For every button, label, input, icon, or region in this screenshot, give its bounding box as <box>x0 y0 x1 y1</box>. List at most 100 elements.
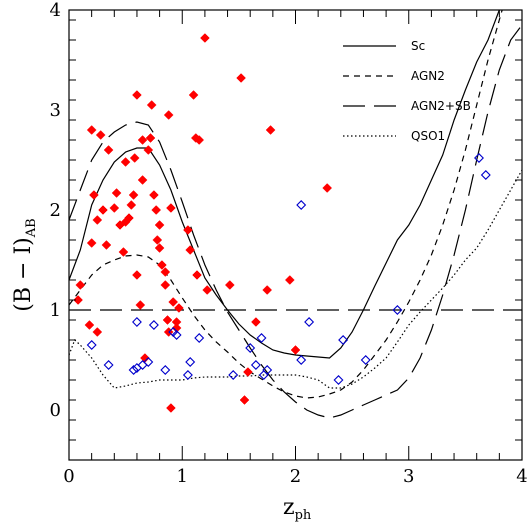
red-data-point <box>284 275 295 285</box>
blue-data-point <box>360 355 371 365</box>
series-line-agn2-sb <box>69 24 522 419</box>
blue-data-point <box>262 365 273 375</box>
red-data-point <box>239 395 250 405</box>
blue-data-point <box>86 340 97 350</box>
red-data-point <box>160 280 171 290</box>
red-data-point <box>137 175 148 185</box>
red-data-point <box>154 243 165 253</box>
red-data-point <box>160 267 171 277</box>
blue-data-point <box>256 333 267 343</box>
red-data-point <box>174 303 184 313</box>
red-data-point <box>86 238 97 248</box>
red-data-point <box>111 188 122 198</box>
red-data-point <box>154 220 165 230</box>
red-data-point <box>152 235 163 245</box>
red-data-point <box>188 90 199 100</box>
red-data-point <box>163 110 174 120</box>
red-data-point <box>135 300 146 310</box>
red-data-point <box>146 100 157 110</box>
y-tick-label: 0 <box>50 400 61 421</box>
red-data-point <box>75 280 86 290</box>
blue-data-point <box>228 370 239 380</box>
red-data-point <box>132 90 142 100</box>
red-data-point <box>132 270 142 280</box>
model-curves-layer <box>69 10 522 419</box>
red-data-point <box>151 205 162 215</box>
red-data-point <box>194 135 205 145</box>
red-data-point <box>126 200 137 210</box>
red-data-point <box>118 247 129 257</box>
blue-data-point <box>132 317 142 327</box>
red-data-point <box>145 133 156 143</box>
blue-data-point <box>333 375 344 385</box>
legend: Sc AGN2 AGN2+SB QSO1 <box>343 39 471 143</box>
plot-frame <box>68 9 523 461</box>
red-data-point <box>120 157 131 167</box>
x-tick-label: 4 <box>516 466 527 487</box>
red-data-point <box>166 203 176 213</box>
legend-label-qso1: QSO1 <box>411 129 445 143</box>
blue-data-point <box>128 365 139 375</box>
blue-data-point <box>245 343 256 353</box>
axis-ticks-layer <box>68 10 523 461</box>
legend-label-agn2: AGN2 <box>411 69 445 83</box>
y-tick-label: 4 <box>50 0 61 21</box>
red-data-point <box>143 145 154 155</box>
red-data-point <box>251 317 261 327</box>
red-data-point <box>95 130 106 140</box>
blue-data-point <box>143 357 154 367</box>
blue-data-point <box>171 330 182 340</box>
red-data-point <box>236 73 246 83</box>
y-tick-label: 3 <box>50 100 61 121</box>
x-tick-label: 2 <box>290 466 301 487</box>
red-data-point <box>89 190 99 200</box>
red-data-point <box>265 125 276 135</box>
red-data-point <box>290 345 301 355</box>
red-data-point <box>157 260 167 270</box>
blue-data-point <box>296 200 307 210</box>
blue-data-point <box>160 365 171 375</box>
series-line-qso1 <box>69 169 522 389</box>
x-tick-label: 3 <box>403 466 414 487</box>
blue-data-point <box>474 153 484 163</box>
blue-data-point <box>185 357 196 367</box>
red-data-point <box>243 367 253 377</box>
y-tick-label: 1 <box>50 300 61 321</box>
blue-data-point <box>148 320 159 330</box>
red-data-point <box>166 403 176 413</box>
legend-label-sc: Sc <box>411 39 425 53</box>
red-data-point <box>92 215 103 225</box>
y-tick-label: 2 <box>50 200 61 221</box>
red-data-point <box>101 240 112 250</box>
red-data-point <box>84 320 95 330</box>
red-data-point <box>322 183 333 193</box>
red-data-point <box>168 297 179 307</box>
red-data-point <box>103 145 114 155</box>
red-data-point <box>192 270 202 280</box>
blue-data-point <box>304 317 315 327</box>
red-data-point <box>109 203 120 213</box>
red-data-point <box>129 153 140 163</box>
blue-data-point <box>392 305 403 315</box>
blue-data-point <box>296 355 307 365</box>
red-data-point <box>86 125 97 135</box>
red-data-point <box>200 33 210 43</box>
red-data-point <box>73 295 83 305</box>
legend-label-agn2-sb: AGN2+SB <box>411 99 471 113</box>
red-data-point <box>262 285 273 295</box>
red-data-point <box>149 190 159 200</box>
tick-labels-layer: 0 1 2 3 4 0 1 2 3 4 <box>50 0 528 487</box>
data-points-layer <box>73 33 491 413</box>
red-data-point <box>185 245 196 255</box>
red-data-point <box>98 205 108 215</box>
red-data-point <box>162 315 173 325</box>
red-data-point <box>128 190 139 200</box>
red-data-point <box>92 327 103 337</box>
series-line-agn2 <box>69 10 503 399</box>
red-data-point <box>183 225 193 235</box>
blue-data-point <box>103 360 114 370</box>
blue-data-point <box>182 370 193 380</box>
blue-data-point <box>480 170 491 180</box>
red-data-point <box>124 213 134 223</box>
